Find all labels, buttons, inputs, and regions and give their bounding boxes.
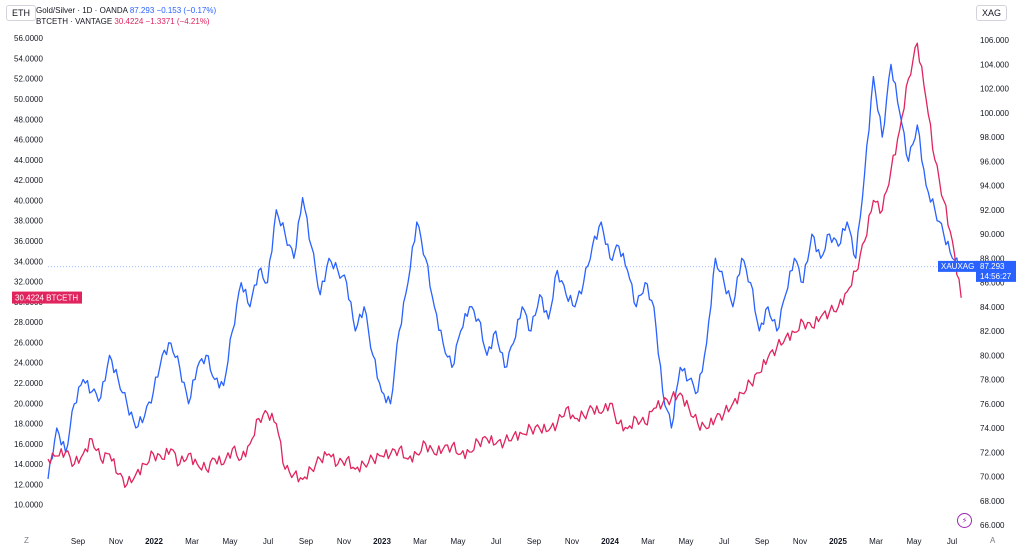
right-series-label-text: XAUXAG bbox=[941, 262, 974, 271]
left-axis-tick-label: 14.0000 bbox=[14, 460, 43, 469]
left-last-value-text: 30.4224 BTCETH bbox=[15, 294, 78, 303]
x-axis-tick-label: 2025 bbox=[829, 537, 847, 546]
left-axis-tick-label: 46.0000 bbox=[14, 136, 43, 145]
right-axis-tick-label: 98.000 bbox=[980, 133, 1005, 142]
right-axis-tick-label: 66.000 bbox=[980, 521, 1005, 530]
right-axis-tick-label: 68.000 bbox=[980, 497, 1005, 506]
auto-scale-a-icon[interactable]: A bbox=[990, 536, 996, 545]
x-axis-tick-label: Nov bbox=[337, 537, 351, 546]
right-axis-tick-label: 90.000 bbox=[980, 230, 1005, 239]
left-axis-tick-label: 52.0000 bbox=[14, 75, 43, 84]
x-axis-tick-label: Mar bbox=[641, 537, 655, 546]
right-axis-tick-label: 74.000 bbox=[980, 424, 1005, 433]
left-axis-tick-label: 44.0000 bbox=[14, 156, 43, 165]
right-scale-button[interactable]: XAG bbox=[976, 5, 1008, 21]
right-axis-tick-label: 72.000 bbox=[980, 448, 1005, 457]
left-scale-button[interactable]: ETH bbox=[6, 5, 36, 21]
left-axis-tick-label: 38.0000 bbox=[14, 217, 43, 226]
x-axis-tick-label: Mar bbox=[413, 537, 427, 546]
right-series-label-badge bbox=[938, 260, 978, 272]
legend: Gold/Silver · 1D · OANDA 87.293 −0.153 (… bbox=[36, 5, 216, 27]
right-axis-tick-label: 70.000 bbox=[980, 473, 1005, 482]
x-axis-tick-label: May bbox=[222, 537, 237, 546]
x-axis-tick-label: Mar bbox=[869, 537, 883, 546]
x-axis-tick-label: 2022 bbox=[145, 537, 163, 546]
left-axis-tick-label: 28.0000 bbox=[14, 318, 43, 327]
x-axis-tick-label: Jul bbox=[491, 537, 501, 546]
right-axis-tick-label: 82.000 bbox=[980, 327, 1005, 336]
left-axis-tick-label: 22.0000 bbox=[14, 379, 43, 388]
x-axis-tick-label: Jul bbox=[947, 537, 957, 546]
series-line-gold-silver bbox=[47, 63, 962, 479]
left-axis-tick-label: 56.0000 bbox=[14, 34, 43, 43]
legend-gold-silver-name: Gold/Silver · 1D · OANDA bbox=[36, 6, 128, 15]
right-last-value-badge bbox=[976, 260, 1016, 282]
left-axis-tick-label: 54.0000 bbox=[14, 54, 43, 63]
x-axis-tick-label: Nov bbox=[793, 537, 807, 546]
legend-row-btceth[interactable]: BTCETH · VANTAGE 30.4224 −1.3371 (−4.21%… bbox=[36, 16, 216, 27]
x-axis-tick-label: Jul bbox=[719, 537, 729, 546]
legend-gold-silver-change: −0.153 (−0.17%) bbox=[156, 6, 217, 15]
x-axis-tick-label: May bbox=[678, 537, 693, 546]
left-axis-tick-label: 24.0000 bbox=[14, 359, 43, 368]
x-axis-tick-label: Jul bbox=[263, 537, 273, 546]
right-last-value-text: 87.293 bbox=[980, 262, 1005, 271]
x-axis-tick-label: May bbox=[906, 537, 921, 546]
left-axis-tick-label: 16.0000 bbox=[14, 440, 43, 449]
right-axis-tick-label: 102.000 bbox=[980, 85, 1009, 94]
x-axis-tick-label: Nov bbox=[109, 537, 123, 546]
right-axis-tick-label: 96.000 bbox=[980, 157, 1005, 166]
left-axis-tick-label: 40.0000 bbox=[14, 196, 43, 205]
x-axis-tick-label: May bbox=[450, 537, 465, 546]
x-axis-tick-label: Mar bbox=[185, 537, 199, 546]
right-axis-tick-label: 100.000 bbox=[980, 109, 1009, 118]
left-axis-tick-label: 48.0000 bbox=[14, 115, 43, 124]
right-axis-tick-label: 76.000 bbox=[980, 400, 1005, 409]
left-axis-tick-label: 26.0000 bbox=[14, 338, 43, 347]
left-axis-tick-label: 42.0000 bbox=[14, 176, 43, 185]
left-last-value-badge bbox=[12, 291, 82, 304]
x-axis-tick-label: 2023 bbox=[373, 537, 391, 546]
left-axis-tick-label: 18.0000 bbox=[14, 420, 43, 429]
left-axis-tick-label: 36.0000 bbox=[14, 237, 43, 246]
x-axis-tick-label: Sep bbox=[299, 537, 314, 546]
right-axis-tick-label: 84.000 bbox=[980, 303, 1005, 312]
x-axis-tick-label: 2024 bbox=[601, 537, 619, 546]
right-countdown-text: 14:56:27 bbox=[980, 272, 1012, 281]
right-axis-tick-label: 80.000 bbox=[980, 351, 1005, 360]
left-axis-tick-label: 20.0000 bbox=[14, 399, 43, 408]
right-axis-tick-label: 104.000 bbox=[980, 60, 1009, 69]
left-axis-tick-label: 32.0000 bbox=[14, 278, 43, 287]
lightning-icon[interactable]: ⚡ bbox=[957, 513, 972, 528]
right-axis-tick-label: 78.000 bbox=[980, 376, 1005, 385]
x-axis-tick-label: Sep bbox=[527, 537, 542, 546]
right-axis-tick-label: 86.000 bbox=[980, 279, 1005, 288]
left-axis-tick-label: 12.0000 bbox=[14, 480, 43, 489]
legend-btceth-change: −1.3371 (−4.21%) bbox=[145, 17, 210, 26]
right-axis-tick-label: 88.000 bbox=[980, 254, 1005, 263]
legend-row-gold-silver[interactable]: Gold/Silver · 1D · OANDA 87.293 −0.153 (… bbox=[36, 5, 216, 16]
x-axis-tick-label: Nov bbox=[565, 537, 579, 546]
right-axis-tick-label: 106.000 bbox=[980, 36, 1009, 45]
left-axis-tick-label: 50.0000 bbox=[14, 95, 43, 104]
series-line-btceth bbox=[47, 42, 962, 489]
right-axis-tick-label: 94.000 bbox=[980, 182, 1005, 191]
x-axis-tick-label: Sep bbox=[755, 537, 770, 546]
x-axis-tick-label: Sep bbox=[71, 537, 86, 546]
left-axis-tick-label: 34.0000 bbox=[14, 257, 43, 266]
timezone-z-icon[interactable]: Z bbox=[24, 536, 29, 545]
legend-gold-silver-value: 87.293 bbox=[129, 6, 155, 15]
left-axis-tick-label: 10.0000 bbox=[14, 501, 43, 510]
legend-btceth-name: BTCETH · VANTAGE bbox=[36, 17, 113, 26]
legend-btceth-value: 30.4224 bbox=[114, 17, 144, 26]
right-axis-tick-label: 92.000 bbox=[980, 206, 1005, 215]
